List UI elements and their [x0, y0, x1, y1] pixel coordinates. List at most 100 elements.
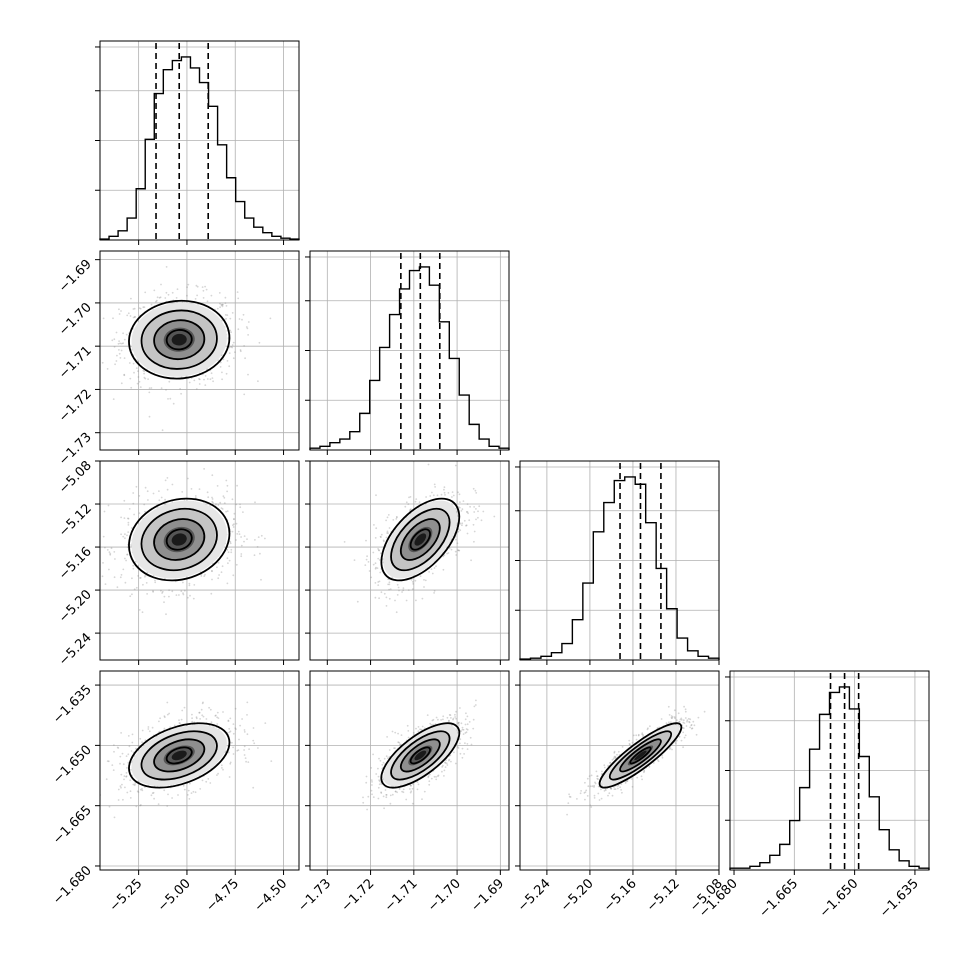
scatter-point — [231, 498, 234, 501]
scatter-point — [128, 745, 131, 748]
scatter-point — [212, 380, 215, 383]
scatter-point — [442, 568, 445, 571]
scatter-point — [466, 715, 469, 718]
scatter-point — [234, 727, 237, 729]
scatter-point — [467, 512, 469, 515]
scatter-point — [107, 760, 110, 763]
scatter-point — [211, 570, 213, 573]
scatter-point — [191, 717, 194, 720]
scatter-point — [229, 730, 232, 733]
scatter-point — [264, 722, 267, 724]
scatter-point — [220, 304, 223, 307]
scatter-point — [178, 722, 181, 724]
scatter-point — [139, 737, 142, 740]
scatter-point — [477, 510, 479, 513]
scatter-point — [457, 747, 460, 749]
scatter-point — [119, 342, 121, 345]
scatter-point — [139, 577, 142, 579]
scatter-point — [200, 708, 203, 711]
scatter-point — [202, 289, 205, 292]
scatter-point — [248, 748, 251, 750]
scatter-point — [377, 548, 379, 550]
scatter-point — [435, 778, 438, 781]
scatter-point — [475, 518, 477, 521]
scatter-point — [226, 360, 229, 362]
scatter-point — [670, 716, 673, 719]
scatter-point — [123, 374, 126, 377]
scatter-point — [216, 307, 219, 310]
scatter-point — [193, 584, 196, 586]
scatter-point — [640, 775, 643, 778]
scatter-point — [233, 512, 236, 515]
scatter-point — [126, 553, 129, 556]
scatter-point — [225, 317, 228, 320]
scatter-point — [152, 492, 155, 495]
scatter-point — [457, 722, 460, 724]
scatter-point — [270, 760, 273, 762]
scatter-point — [378, 757, 380, 760]
scatter-point — [671, 716, 674, 718]
scatter-point — [118, 313, 121, 315]
scatter-point — [402, 589, 405, 592]
scatter-point — [447, 492, 450, 494]
scatter-point — [256, 546, 259, 548]
contour-line — [165, 528, 193, 551]
scatter-point — [143, 376, 146, 379]
scatter-point — [188, 582, 191, 585]
scatter-point — [412, 731, 415, 734]
scatter-point — [426, 714, 429, 716]
contour-line — [128, 497, 231, 582]
scatter-point — [217, 577, 220, 580]
scatter-point — [238, 533, 241, 535]
scatter-point — [690, 727, 693, 730]
scatter-point — [203, 575, 206, 577]
scatter-point — [124, 581, 127, 584]
scatter-point — [118, 352, 121, 355]
scatter-point — [371, 781, 373, 783]
scatter-point — [125, 755, 128, 757]
scatter-point — [139, 788, 142, 791]
scatter-point — [375, 494, 377, 497]
scatter-point — [104, 583, 107, 585]
scatter-point — [181, 491, 184, 493]
scatter-point — [364, 564, 367, 566]
scatter-point — [442, 555, 445, 558]
scatter-point — [371, 793, 373, 796]
scatter-point — [123, 338, 126, 341]
scatter-point — [388, 749, 391, 751]
contour-line — [399, 518, 441, 561]
scatter-point — [131, 593, 133, 596]
scatter-panel-0-3 — [95, 670, 300, 875]
scatter-point — [387, 514, 390, 516]
panel-frame — [309, 460, 510, 661]
scatter-point — [127, 531, 130, 533]
scatter-point — [113, 576, 116, 579]
scatter-point — [433, 592, 435, 594]
scatter-point — [122, 332, 124, 335]
scatter-point — [453, 751, 455, 754]
scatter-point — [123, 499, 126, 502]
scatter-point — [444, 762, 447, 764]
scatter-point — [210, 592, 213, 595]
scatter-point — [161, 592, 164, 594]
scatter-point — [385, 796, 388, 799]
contour-line — [140, 309, 218, 370]
scatter-point — [421, 798, 423, 800]
scatter-point — [227, 562, 229, 565]
scatter-point — [205, 780, 208, 783]
scatter-point — [462, 500, 465, 502]
scatter-point — [432, 723, 434, 726]
scatter-point — [233, 518, 235, 520]
scatter-point — [410, 508, 412, 511]
scatter-point — [452, 494, 455, 497]
scatter-point — [468, 721, 471, 723]
scatter-point — [154, 579, 156, 582]
scatter-point — [461, 756, 464, 759]
scatter-point — [182, 593, 185, 596]
scatter-point — [190, 792, 193, 794]
scatter-point — [206, 300, 209, 303]
scatter-point — [482, 510, 485, 513]
scatter-point — [130, 761, 133, 764]
scatter-point — [457, 549, 459, 551]
scatter-point — [186, 794, 189, 796]
